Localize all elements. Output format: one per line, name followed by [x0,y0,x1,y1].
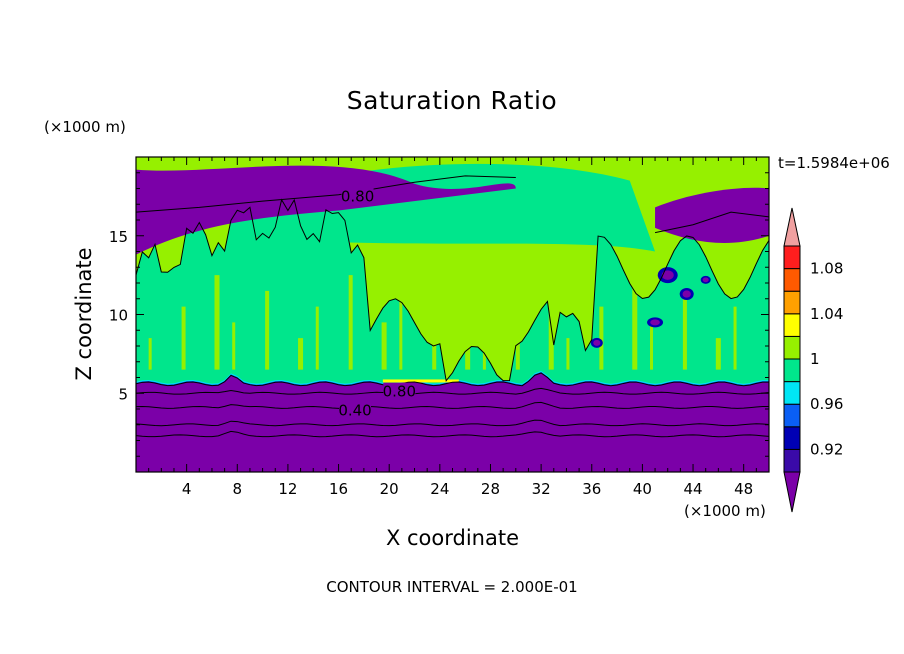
contour-label: 0.40 [338,402,371,420]
field-lime-streak [632,275,638,370]
field-purple-lower [136,372,769,472]
x-tick-label: 44 [683,480,702,498]
field-blob-core [593,339,601,346]
x-tick-label: 32 [532,480,551,498]
field-lime-streak [649,322,653,370]
x-tick-label: 40 [633,480,652,498]
colorbar-box [783,426,801,450]
field-blob-core [702,277,709,283]
contour-lower-line [136,401,769,409]
colorbar-box [783,245,801,270]
x-tick-label: 20 [380,480,399,498]
contour-field [136,157,769,472]
contour-upper-line [136,175,516,213]
colorbar-label: 0.96 [810,395,843,413]
x-tick-label: 8 [233,480,243,498]
field-lime-streak [381,322,387,370]
x-tick-label: 12 [278,480,297,498]
x-tick-label: 28 [481,480,500,498]
contour-label: 0.80 [383,383,416,401]
field-lime-streak [232,322,236,370]
field-lime-streak [733,306,737,370]
colorbar-label: 1.04 [810,305,843,323]
time-label: t=1.5984e+06 [778,154,890,172]
field-lime-streak [682,290,687,370]
x-tick-label: 24 [430,480,449,498]
x-tick-label: 4 [182,480,192,498]
x-axis-label: X coordinate [385,526,520,550]
contour-lower-boundary [136,372,769,387]
field-lime-streak [298,338,304,370]
colorbar-label: 1.08 [810,260,843,278]
y-tick-label: 10 [109,307,128,325]
contour-lower-line [136,430,769,438]
y-tick-label: 5 [118,385,128,403]
contour-green-boundary [136,198,769,382]
contour-label-bg [383,382,416,398]
field-lime-streak [482,275,486,370]
colorbar-box [783,448,801,473]
x-tick-label: 16 [329,480,348,498]
y-axis-unit: (×1000 m) [44,118,126,136]
contour-label: 0.80 [341,187,374,205]
x-tick-label: 36 [582,480,601,498]
colorbar-label: 1 [810,350,820,368]
field-lime-streak [214,275,220,370]
contour-interval-note: CONTOUR INTERVAL = 2.000E-01 [326,578,578,596]
colorbar-top-triangle [783,207,801,247]
field-lime-streak [566,338,570,370]
field-lime-streak [315,306,319,370]
contour-lower-line [136,387,769,395]
x-axis-unit: (×1000 m) [684,502,766,520]
colorbar-box [783,335,801,360]
y-tick-label: 15 [109,228,128,246]
field-lime-streak [715,338,721,370]
colorbar-box [783,358,801,383]
chart-title: Saturation Ratio [346,86,558,115]
contour-label-bg [341,187,374,203]
field-lime-streak [599,306,604,370]
colorbar: 0.92 0.96 1 1.04 1.08 [783,207,843,513]
field-lime-streak [148,338,152,370]
field-lime-streak [399,290,403,370]
colorbar-box [783,290,801,315]
field-lime-streak [348,275,353,370]
field-lime-streak [515,322,520,370]
field-lime-streak [432,338,437,370]
x-tick-label: 48 [734,480,753,498]
colorbar-box [783,313,801,337]
colorbar-box [783,268,801,292]
field-lime-streak [181,306,186,370]
field-lime-streak [465,306,471,370]
contour-label-bg [339,401,372,417]
field-blob-core [650,319,660,326]
contour-lower-line [136,419,769,427]
field-blob-core [661,270,674,280]
field-yellow-patch [382,379,459,383]
colorbar-bottom-triangle [783,471,801,513]
colorbar-box [783,403,801,428]
field-lime-streak [265,290,270,370]
field-blob-core [682,290,691,298]
colorbar-box [783,381,801,405]
field-purple-upper-right [655,187,769,243]
contour-upper-right-line [654,211,769,234]
colorbar-label: 0.92 [810,440,843,458]
contour-lines: 0.80 0.80 0.40 [136,175,769,438]
